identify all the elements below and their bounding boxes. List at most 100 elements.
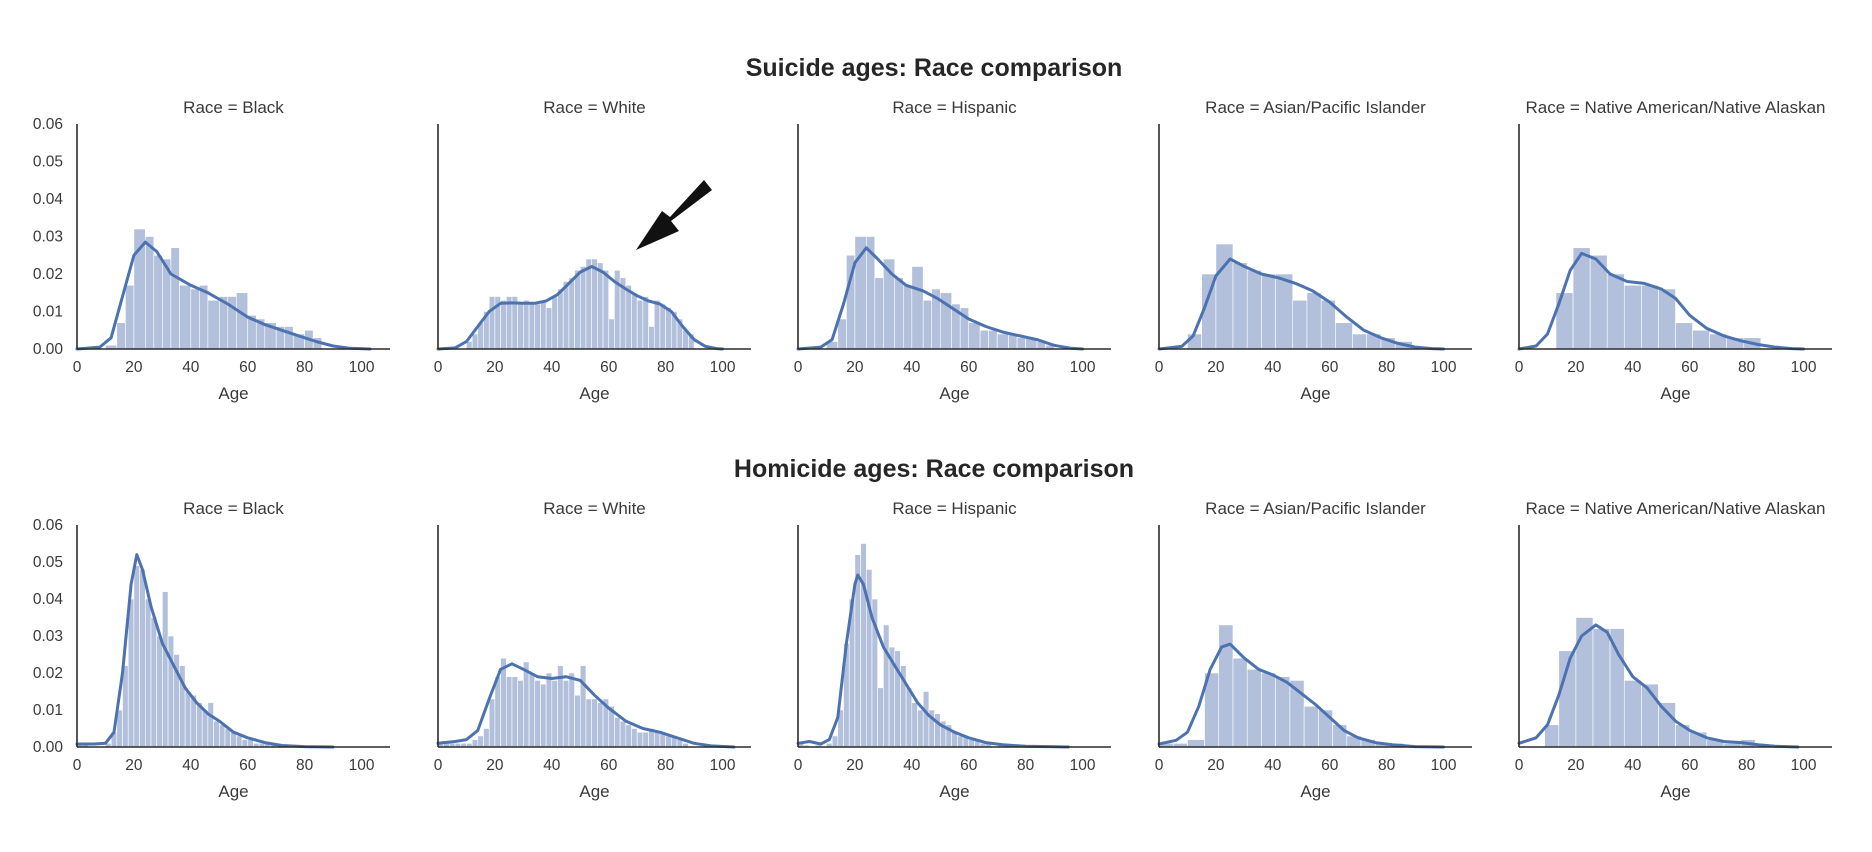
suicide-white-bar <box>608 318 615 350</box>
homicide-black-bar <box>127 598 135 748</box>
suicide-native-american-native-alaskan-bar <box>1623 284 1642 350</box>
suicide-black-bar <box>144 236 155 350</box>
homicide-hispanic-bar <box>831 735 839 748</box>
homicide-native-american-native-alaskan-bar <box>1575 617 1594 748</box>
suicide-asian-pacific-islander-x-tick-label: 80 <box>1378 359 1396 376</box>
suicide-black-bar <box>284 326 294 350</box>
annotation-arrow <box>636 180 712 250</box>
homicide-hispanic-bar <box>883 624 890 748</box>
suicide-black-x-axis-label: Age <box>218 384 248 403</box>
homicide-black-bar <box>156 635 163 748</box>
suicide-white-bar <box>574 269 581 350</box>
suicide-hispanic-bar <box>874 277 884 350</box>
suicide-hispanic-x-tick-label: 60 <box>960 359 978 376</box>
homicide-hispanic-bar <box>860 543 867 748</box>
homicide-white-x-tick-label: 0 <box>434 757 443 774</box>
suicide-hispanic-x-tick-label: 0 <box>794 359 803 376</box>
suicide-white-bar <box>500 299 507 350</box>
suicide-asian-pacific-islander-panel: Race = Asian/Pacific Islander 0 20 40 60 80 10… <box>1155 98 1472 403</box>
homicide-black-x-tick-label: 0 <box>73 757 82 774</box>
homicide-black-bar <box>133 565 140 748</box>
suicide-native-american-native-alaskan-x-tick-label: 80 <box>1738 359 1756 376</box>
homicide-black-bar <box>144 598 152 748</box>
suicide-white-bar <box>551 296 558 350</box>
suicide-native-american-native-alaskan-x-tick-label: 100 <box>1791 359 1817 376</box>
suicide-asian-pacific-islander-bar <box>1232 262 1248 350</box>
suicide-native-american-native-alaskan-bar <box>1606 273 1625 350</box>
homicide-black-x-tick-label: 60 <box>239 757 257 774</box>
homicide-asian-pacific-islander-bar <box>1261 672 1276 748</box>
homicide-black-bar <box>207 702 214 748</box>
homicide-white-bar <box>625 724 632 748</box>
suicide-asian-pacific-islander-x-tick-label: 60 <box>1321 359 1339 376</box>
homicide-asian-pacific-islander-bar <box>1246 668 1262 748</box>
suicide-native-american-native-alaskan-x-tick-label: 0 <box>1515 359 1524 376</box>
homicide-native-american-native-alaskan-bar <box>1658 702 1676 748</box>
homicide-black-bar <box>218 724 226 748</box>
homicide-hispanic-bar <box>934 713 941 748</box>
homicide-row-title: Homicide ages: Race comparison <box>734 455 1134 483</box>
suicide-black-bar <box>190 288 200 350</box>
suicide-asian-pacific-islander-x-tick-label: 0 <box>1155 359 1164 376</box>
homicide-white-x-axis-label: Age <box>579 782 609 801</box>
homicide-hispanic-x-tick-label: 80 <box>1017 757 1035 774</box>
suicide-asian-pacific-islander-bar <box>1335 322 1353 350</box>
homicide-black-bar <box>213 720 220 748</box>
homicide-white-bar <box>488 698 496 748</box>
homicide-asian-pacific-islander-bar <box>1303 705 1319 748</box>
suicide-white-bar <box>540 299 547 350</box>
suicide-native-american-native-alaskan-title: Race = Native American/Native Alaskan <box>1525 98 1825 117</box>
suicide-white-x-tick-label: 40 <box>543 359 561 376</box>
suicide-black-bar <box>116 322 126 350</box>
suicide-hispanic-x-tick-label: 20 <box>846 359 864 376</box>
homicide-native-american-native-alaskan-x-tick-label: 20 <box>1567 757 1585 774</box>
suicide-white-bar <box>585 258 592 350</box>
homicide-hispanic-x-tick-label: 0 <box>794 757 803 774</box>
homicide-white-bar <box>585 698 592 748</box>
suicide-black-y-tick-label: 0.06 <box>33 116 63 133</box>
suicide-hispanic-kde-line <box>796 246 1084 351</box>
suicide-hispanic-title: Race = Hispanic <box>892 98 1017 117</box>
homicide-white-bar <box>494 676 501 748</box>
suicide-white-kde-line <box>436 265 724 351</box>
homicide-native-american-native-alaskan-x-tick-label: 80 <box>1738 757 1756 774</box>
suicide-white-bar <box>523 299 530 350</box>
homicide-black-bar <box>201 709 209 748</box>
suicide-black-y-tick-label: 0.03 <box>33 229 63 246</box>
suicide-native-american-native-alaskan-bar <box>1641 284 1659 350</box>
suicide-white-bar <box>488 296 496 350</box>
suicide-native-american-native-alaskan-x-tick-label: 40 <box>1624 359 1642 376</box>
suicide-white-bar <box>517 303 524 350</box>
homicide-black-x-tick-label: 20 <box>125 757 143 774</box>
suicide-black-x-tick-label: 20 <box>125 359 143 376</box>
homicide-white-x-tick-label: 80 <box>657 757 675 774</box>
homicide-white-bar <box>540 683 547 748</box>
homicide-hispanic-x-tick-label: 20 <box>846 757 864 774</box>
homicide-asian-pacific-islander-x-tick-label: 60 <box>1321 757 1339 774</box>
homicide-white-x-tick-label: 40 <box>543 757 561 774</box>
suicide-white-bar <box>562 281 570 350</box>
suicide-white-bar <box>557 288 564 350</box>
homicide-black-y-tick-label: 0.01 <box>33 702 63 719</box>
suicide-hispanic-panel: Race = Hispanic 0 20 40 60 80 100 Age <box>794 98 1111 403</box>
homicide-native-american-native-alaskan-x-axis-label: Age <box>1660 782 1690 801</box>
suicide-black-x-tick-label: 60 <box>239 359 257 376</box>
suicide-hispanic-x-axis-label: Age <box>939 384 969 403</box>
homicide-white-bar <box>653 731 661 748</box>
suicide-asian-pacific-islander-x-tick-label: 100 <box>1431 359 1457 376</box>
homicide-black-y-tick-label: 0.05 <box>33 554 63 571</box>
suicide-hispanic-bar <box>968 322 981 350</box>
homicide-hispanic-bar <box>877 687 884 748</box>
suicide-black-bar <box>199 284 209 350</box>
homicide-asian-pacific-islander-x-tick-label: 0 <box>1155 757 1164 774</box>
homicide-white-bar <box>477 735 484 748</box>
homicide-white-bar <box>523 661 530 748</box>
suicide-black-x-tick-label: 40 <box>182 359 200 376</box>
homicide-hispanic-bar <box>917 709 924 748</box>
suicide-hispanic-x-tick-label: 100 <box>1070 359 1096 376</box>
homicide-black-y-tick-label: 0.06 <box>33 517 63 534</box>
suicide-black-x-tick-label: 0 <box>73 359 82 376</box>
homicide-hispanic-bar <box>922 691 930 748</box>
homicide-white-bar <box>545 672 553 748</box>
